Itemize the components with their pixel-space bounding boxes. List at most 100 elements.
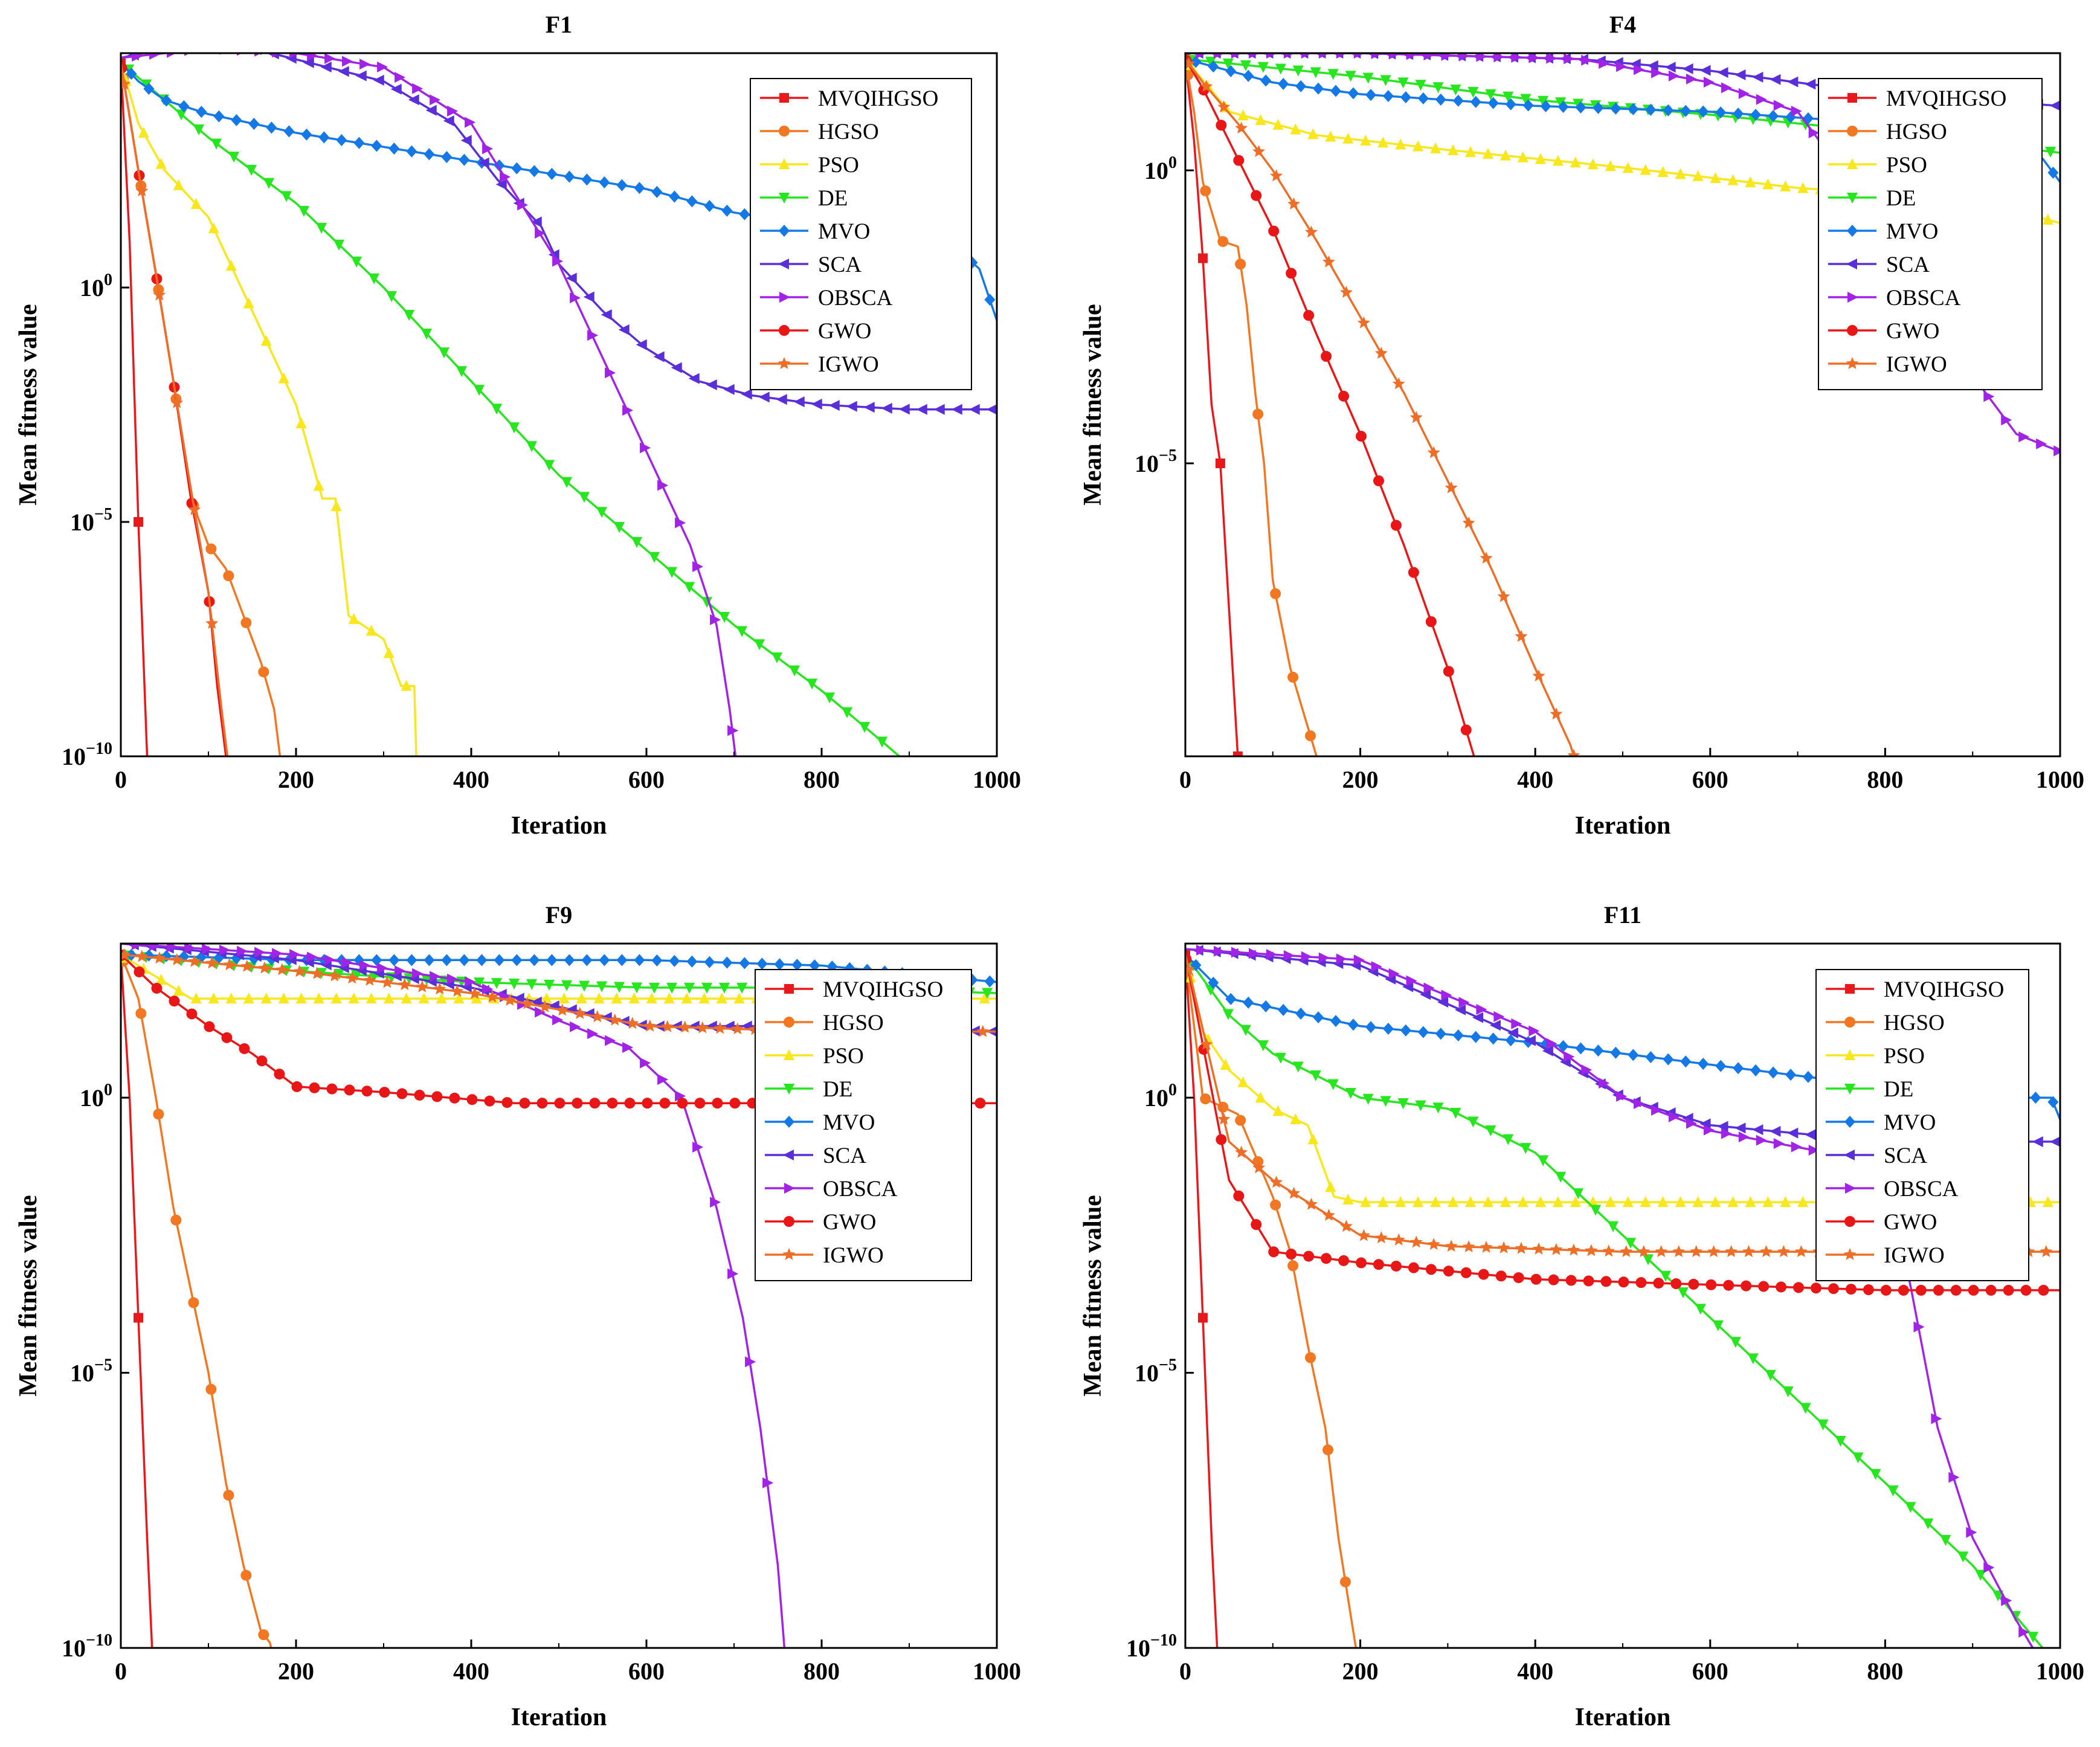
data-point [386, 291, 398, 302]
legend-marker [778, 357, 791, 369]
data-point [2042, 1196, 2053, 1208]
data-point [1499, 149, 1511, 161]
data-point [608, 1013, 622, 1026]
data-point [1380, 75, 1391, 86]
data-point [447, 973, 459, 985]
data-point [208, 993, 219, 1004]
legend-item-de: DE [765, 1077, 852, 1102]
data-point [307, 951, 318, 963]
data-point [1542, 1045, 1553, 1057]
data-point [1295, 80, 1307, 92]
data-point [536, 1098, 548, 1109]
data-point [1773, 1138, 1785, 1150]
series-obsca [121, 53, 739, 756]
data-point [2018, 1626, 2030, 1638]
data-point [651, 954, 663, 967]
data-point [756, 957, 768, 970]
data-point [1750, 1064, 1762, 1076]
data-point [807, 678, 818, 690]
data-point [1725, 1245, 1738, 1257]
series-gwo [121, 62, 227, 756]
legend-label: SCA [1884, 1144, 1927, 1168]
data-point [153, 1108, 164, 1120]
data-point [1450, 1107, 1461, 1119]
data-point [1880, 1284, 1892, 1296]
data-point [824, 692, 836, 704]
data-point [1467, 1116, 1479, 1128]
legend-marker [1844, 1084, 1855, 1095]
legend-marker [783, 1150, 794, 1160]
data-point [1517, 1196, 1528, 1208]
data-point [1268, 1246, 1280, 1258]
data-point [1922, 1518, 1934, 1530]
data-point [1388, 53, 1400, 60]
data-point [491, 978, 503, 989]
data-point [135, 950, 149, 962]
data-point [278, 372, 289, 384]
data-point [791, 959, 803, 971]
data-point [1992, 1590, 2004, 1601]
legend-marker [784, 1049, 794, 1060]
data-point [713, 1021, 727, 1034]
legend-label: OBSCA [1884, 1177, 1959, 1202]
data-point [1497, 1241, 1510, 1253]
data-point [579, 492, 590, 503]
data-point [1458, 53, 1470, 62]
data-point [1663, 1053, 1674, 1066]
data-point [1216, 120, 1227, 131]
data-point [188, 954, 201, 967]
data-point [1581, 54, 1593, 66]
legend-marker [779, 225, 790, 237]
legend-label: IGWO [818, 352, 879, 377]
data-point [611, 993, 622, 1004]
data-point [1462, 1240, 1475, 1252]
data-point [530, 216, 542, 228]
data-point [1214, 53, 1225, 59]
data-point [684, 982, 695, 994]
data-point [1292, 65, 1304, 77]
data-point [134, 517, 143, 527]
legend-item-igwo: IGWO [1826, 1243, 1945, 1268]
data-point [1448, 144, 1459, 155]
data-point [1310, 1070, 1321, 1081]
data-point [421, 329, 433, 340]
legend-label: IGWO [1884, 1243, 1945, 1268]
data-point [412, 83, 424, 94]
data-point [1235, 259, 1246, 270]
legend-marker [779, 93, 789, 103]
data-point [771, 652, 783, 663]
data-point [859, 722, 871, 733]
data-point [1657, 166, 1669, 177]
data-point [1338, 390, 1350, 402]
data-point [1567, 1243, 1580, 1256]
data-point [1811, 1282, 1822, 1294]
legend-item-gwo: GWO [1828, 319, 1939, 344]
data-point [1705, 1279, 1717, 1290]
data-point [1557, 1040, 1569, 1052]
data-point [1762, 178, 1774, 190]
data-point [395, 965, 406, 977]
data-point [616, 954, 628, 967]
data-point [149, 53, 161, 60]
y-tick-label: 100 [1144, 1081, 1177, 1112]
legend-label: OBSCA [1886, 286, 1961, 310]
data-point [704, 199, 715, 212]
chart-panel-f4: F4 0 200 400 600 800 1000 100 10−5 Iteration Mean … [1079, 11, 2084, 840]
data-point [205, 543, 217, 555]
data-point [509, 978, 520, 989]
data-point [1390, 520, 1402, 531]
data-point [1794, 1245, 1808, 1257]
data-point [1427, 1238, 1440, 1250]
data-point [1528, 1025, 1540, 1037]
data-point [1575, 101, 1586, 114]
data-point [1415, 1100, 1426, 1112]
data-point [1805, 79, 1816, 90]
y-axis-label: Mean fitness value [1079, 1195, 1107, 1397]
data-point [1628, 103, 1639, 115]
data-point [188, 1297, 199, 1308]
data-point [1503, 91, 1514, 103]
data-point [338, 66, 349, 77]
data-point [1395, 138, 1406, 150]
legend: MVQIHGSO HGSO PSO DE MVO SCA OBSCA GWO IGWO [750, 78, 972, 390]
data-point [311, 967, 324, 979]
